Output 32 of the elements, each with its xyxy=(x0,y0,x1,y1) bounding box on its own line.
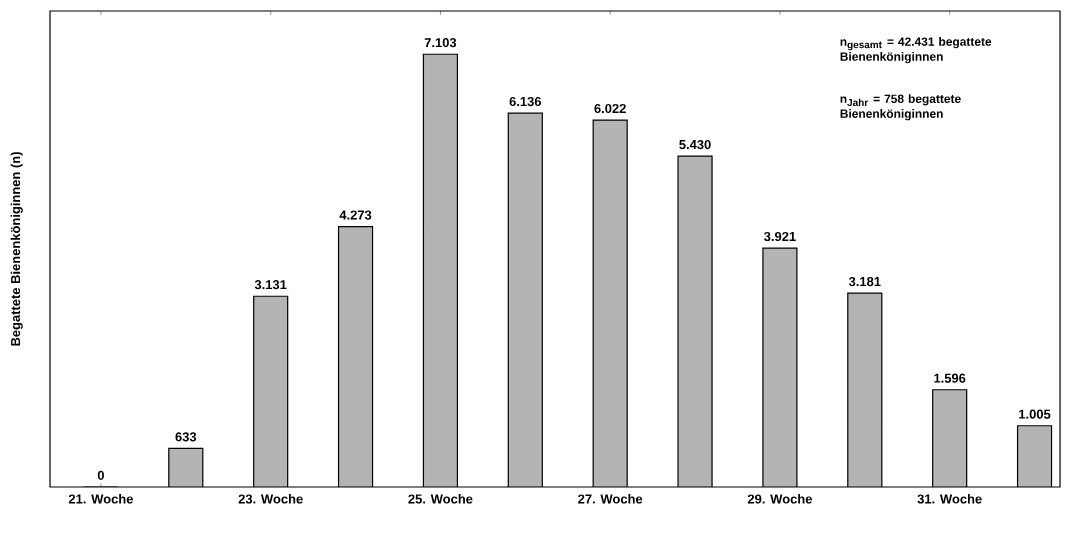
data-label: 0 xyxy=(97,470,104,480)
data-label: 633 xyxy=(175,432,197,442)
data-label: 1.005 xyxy=(1019,409,1051,419)
x-tick-label: 25. Woche xyxy=(408,494,473,504)
x-tick-label: 23. Woche xyxy=(238,494,303,504)
data-label: 7.103 xyxy=(424,38,457,48)
bar xyxy=(253,295,289,487)
data-label: 6.136 xyxy=(509,96,542,107)
data-label: 5.430 xyxy=(679,139,711,150)
annotation: n$_{gesamt}$ = 42.431 begattete Bienenköniginnen xyxy=(840,37,992,64)
data-label: 4.273 xyxy=(339,210,372,220)
x-tick-label: 27. Woche xyxy=(578,494,643,504)
bar xyxy=(1016,425,1053,487)
bar xyxy=(422,53,459,487)
bar xyxy=(507,112,543,487)
y-axis-title: Begattete Bienenköniginnen (n) xyxy=(10,152,23,346)
data-label: 3.921 xyxy=(764,231,796,242)
bar xyxy=(932,389,968,487)
x-tick-label: 29. Woche xyxy=(747,494,812,504)
x-tick-label: 31. Woche xyxy=(917,494,982,504)
annotation: n$_{Jahr}$ = 758 begattete Bienenköniginnen xyxy=(840,94,961,121)
data-label: 6.022 xyxy=(594,103,626,114)
bar xyxy=(592,119,628,487)
bar xyxy=(762,247,798,487)
x-tick-label: 21. Woche xyxy=(68,494,133,504)
bar xyxy=(847,292,883,487)
data-label: 1.596 xyxy=(934,373,966,383)
bar xyxy=(168,447,204,487)
bar xyxy=(337,226,374,487)
data-label: 3.131 xyxy=(254,280,287,290)
bar xyxy=(677,155,713,487)
data-label: 3.181 xyxy=(848,276,881,287)
